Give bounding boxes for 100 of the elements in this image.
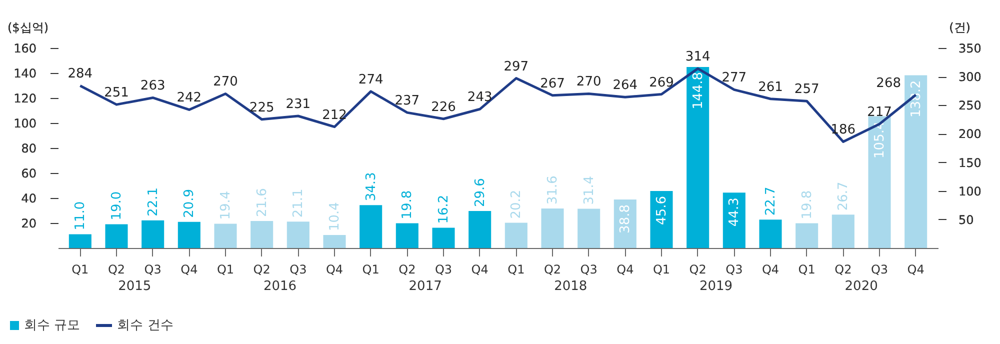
data-label: 243 <box>467 90 492 106</box>
text: 2017 <box>408 279 442 294</box>
text: 2020 <box>844 279 878 294</box>
y2-tick-label: 350 <box>958 42 982 56</box>
data-label: 284 <box>68 66 93 82</box>
data-label: 29.6 <box>472 178 488 207</box>
data-label: 20.9 <box>182 188 198 218</box>
x-tick-label: Q3 <box>870 262 888 276</box>
x-tick-label: Q3 <box>290 262 307 276</box>
data-label: 19.4 <box>218 190 234 220</box>
x-tick-label: Q2 <box>544 262 562 276</box>
bar <box>396 223 418 248</box>
x-tick-label: Q1 <box>652 262 670 276</box>
y2-tick-label: 300 <box>958 70 982 84</box>
data-label: 38.8 <box>618 204 634 234</box>
y-tick-label: 120 <box>14 92 36 106</box>
bar <box>722 192 746 248</box>
bar <box>650 191 673 248</box>
data-label: 19.0 <box>109 191 124 220</box>
data-label: 19.8 <box>800 190 815 220</box>
bar <box>904 75 928 248</box>
bar <box>105 224 128 248</box>
legend-label: 회수 규모 <box>24 317 80 334</box>
text: 2019 <box>699 279 733 294</box>
y-tick-label: 80 <box>21 142 36 156</box>
x-tick-label: Q1 <box>362 262 380 276</box>
x-tick-label: Q4 <box>616 262 634 276</box>
bar <box>504 222 528 248</box>
x-tick-label: Q2 <box>108 262 126 276</box>
data-label: 242 <box>176 90 202 106</box>
x-tick-label: Q1 <box>216 262 234 276</box>
data-label: 264 <box>612 78 638 94</box>
y-tick-label: 140 <box>14 66 36 80</box>
data-label: 212 <box>322 108 347 123</box>
bar <box>541 208 564 248</box>
x-tick-label: Q2 <box>398 262 416 276</box>
data-label: 45.6 <box>654 196 670 225</box>
y-axis-title: ($십억) <box>8 20 48 34</box>
data-label: 19.8 <box>400 190 416 220</box>
y-tick-label: 60 <box>21 166 36 180</box>
x-tick-label: Q4 <box>326 262 344 276</box>
bar <box>578 208 600 248</box>
bar <box>468 211 492 248</box>
x-tick-label: Q4 <box>471 262 488 276</box>
data-label: 314 <box>685 50 710 65</box>
data-label: 44.3 <box>727 198 742 227</box>
bar <box>360 205 382 248</box>
data-label: 144.8 <box>690 72 706 110</box>
data-label: 270 <box>213 74 238 90</box>
data-label: 268 <box>876 76 901 91</box>
data-label: 21.1 <box>291 188 306 218</box>
data-label: 274 <box>358 72 384 88</box>
data-label: 297 <box>504 59 529 74</box>
bar <box>759 220 782 248</box>
data-label: 251 <box>104 86 129 101</box>
legend-label: 회수 건수 <box>117 317 174 334</box>
x-tick-label: Q2 <box>689 262 706 276</box>
data-label: 31.6 <box>546 176 560 204</box>
y2-tick-label: 200 <box>958 127 982 142</box>
x-tick-label: Q4 <box>180 262 198 276</box>
data-label: 20.2 <box>509 190 524 219</box>
data-label: 263 <box>140 78 166 94</box>
data-label: 11.0 <box>73 201 88 230</box>
data-label: 31.4 <box>582 176 597 205</box>
bar <box>250 221 274 248</box>
x-tick-label: Q4 <box>907 262 924 276</box>
x-tick-label: Q2 <box>834 262 852 276</box>
text: 2018 <box>554 279 588 294</box>
x-tick-label: Q1 <box>508 262 525 276</box>
x-tick-label: Q3 <box>580 262 598 276</box>
bar <box>832 214 854 248</box>
data-label: 16.2 <box>436 194 452 224</box>
data-label: 10.4 <box>328 202 342 231</box>
x-tick-label: Q2 <box>253 262 270 276</box>
x-tick-label: Q3 <box>726 262 743 276</box>
data-label: 22.1 <box>146 187 161 216</box>
data-label: 270 <box>576 74 602 90</box>
data-label: 22.7 <box>764 186 778 216</box>
data-label: 21.6 <box>254 188 270 217</box>
data-label: 226 <box>431 100 456 115</box>
data-label: 217 <box>867 105 892 120</box>
data-label: 34.3 <box>364 172 379 202</box>
y-tick-label: 160 <box>14 42 36 56</box>
y2-axis-title: (건) <box>949 20 970 34</box>
bar <box>323 235 346 248</box>
y-tick-label: 20 <box>21 216 36 230</box>
bar <box>796 223 818 248</box>
data-label: 237 <box>394 94 420 109</box>
y-tick-label: 40 <box>21 192 36 206</box>
bar <box>142 220 164 248</box>
bar <box>686 67 710 248</box>
x-tick-label: Q4 <box>762 262 780 276</box>
y2-tick-label: 150 <box>958 156 982 170</box>
data-label: 26.7 <box>836 182 852 211</box>
bar <box>432 228 455 248</box>
y2-tick-label: 100 <box>958 184 982 198</box>
data-label: 261 <box>758 80 783 95</box>
data-label: 257 <box>794 82 820 98</box>
y2-tick-label: 250 <box>958 98 982 113</box>
y2-tick-label: 50 <box>958 212 974 227</box>
